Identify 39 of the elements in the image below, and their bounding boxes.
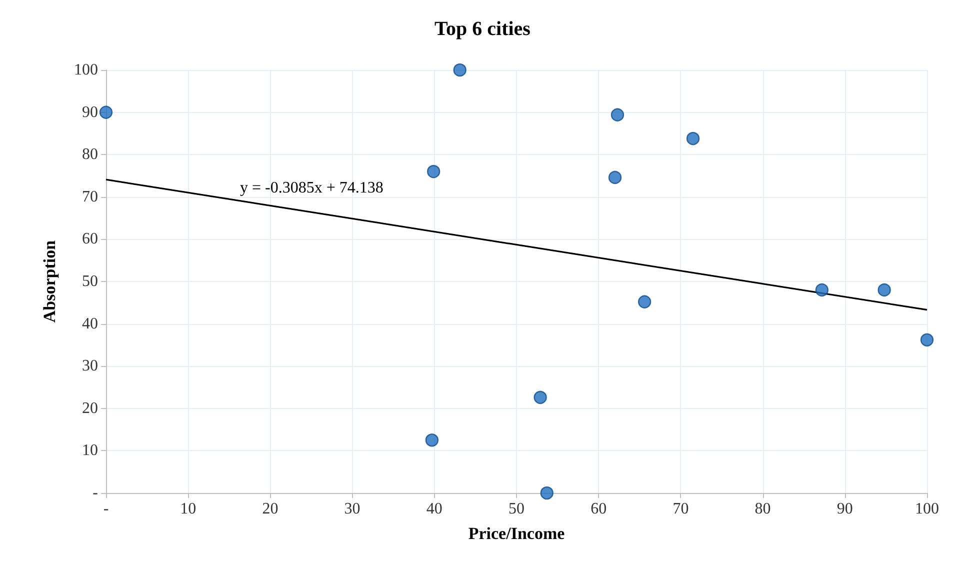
y-tick-label: 100 [74, 62, 98, 78]
y-tick-label: 50 [82, 273, 98, 290]
annotation: y = -0.3085x + 74.138 [240, 180, 384, 196]
point [638, 295, 652, 308]
x-tick-label: - [103, 500, 109, 518]
x-tick-label: 80 [754, 500, 771, 518]
y-tick-label: 80 [82, 146, 98, 164]
x-tick-label: 20 [262, 500, 278, 518]
point [453, 63, 466, 77]
point [608, 170, 622, 184]
y-tick-label: 30 [82, 358, 98, 375]
y-tick-label: - [92, 484, 98, 502]
x-tick-label: 90 [836, 500, 853, 518]
y-tick-label: 90 [82, 104, 98, 121]
y-tick-label: 60 [82, 230, 98, 248]
y-tick-label: 40 [82, 315, 98, 332]
x-axis-title: Price/Income [468, 524, 566, 543]
point [99, 106, 113, 119]
point [425, 434, 439, 447]
x-tick-label: 60 [590, 500, 607, 518]
y-tick-label: 20 [82, 400, 98, 417]
x-tick-label: 10 [180, 500, 196, 518]
point [426, 164, 440, 178]
point [540, 486, 554, 500]
x-tick-label: 100 [915, 500, 939, 518]
point [878, 283, 891, 297]
point [686, 132, 700, 146]
point [815, 283, 829, 297]
point [534, 390, 547, 404]
point [920, 333, 934, 346]
point [610, 108, 624, 122]
y-tick-label: 10 [82, 442, 98, 460]
x-tick-label: 50 [508, 500, 524, 518]
chart-title: Top 6 cities [434, 18, 531, 40]
y-tick-label: 70 [82, 188, 98, 206]
x-tick-label: 30 [344, 500, 360, 518]
x-tick-label: 40 [426, 500, 442, 518]
x-tick-label: 70 [672, 500, 689, 518]
y-axis-title: Absorption [40, 240, 59, 323]
